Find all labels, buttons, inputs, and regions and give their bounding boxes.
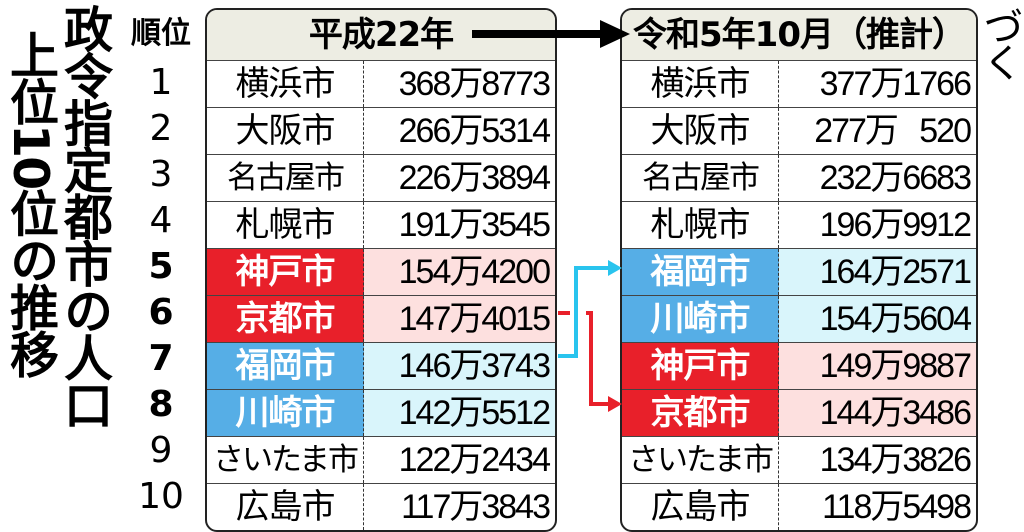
population-value: 154万5604 (779, 296, 976, 342)
table-row: 横浜市 368万8773 (207, 61, 555, 108)
city-name: 大阪市 (207, 108, 364, 154)
table-row: 神戸市 149万9887 (622, 343, 976, 390)
city-name: 横浜市 (622, 61, 779, 107)
population-value: 154万4200 (364, 249, 555, 295)
rank-cell: 4 (149, 200, 173, 241)
table-header: 令和5年10月（推計） (622, 10, 976, 61)
city-name: さいたま市 (622, 437, 779, 483)
header-arrow (472, 20, 630, 48)
table-row: 横浜市 377万1766 (622, 61, 976, 108)
population-value: 191万3545 (398, 206, 551, 244)
table-row: 広島市 118万5498 (622, 484, 976, 530)
table-row: 札幌市 191万3545 (207, 202, 555, 249)
city-name: 大阪市 (622, 108, 779, 154)
rank-cell: 3 (149, 154, 173, 195)
table-row: 福岡市 164万2571 (622, 249, 976, 296)
rank-cell: 5 (148, 246, 174, 287)
population-value: 117万3843 (401, 488, 551, 526)
city-name: 広島市 (207, 484, 364, 530)
population-value: 142万5512 (364, 390, 555, 436)
city-name: 神戸市 (622, 343, 779, 389)
table-row: さいたま市 122万2434 (207, 437, 555, 484)
city-name: 川崎市 (207, 390, 364, 436)
population-value: 144万3486 (779, 390, 976, 436)
table-row: 名古屋市 232万6683 (622, 155, 976, 202)
city-name: 広島市 (622, 484, 779, 530)
population-value: 226万3894 (398, 159, 551, 197)
table-row: 京都市 147万4015 (207, 296, 555, 343)
rank-cell: 9 (149, 430, 173, 471)
falling-arrow (558, 311, 622, 412)
city-name: 札幌市 (207, 202, 364, 248)
table-row: 神戸市 154万4200 (207, 249, 555, 296)
rank-cell: 8 (148, 384, 174, 425)
city-name: 神戸市 (207, 249, 364, 295)
population-value: 232万6683 (819, 159, 972, 197)
table-row: 京都市 144万3486 (622, 390, 976, 437)
table-row: 川崎市 142万5512 (207, 390, 555, 437)
population-value: 266万5314 (398, 112, 551, 150)
city-name: 横浜市 (207, 61, 364, 107)
rank-cell: 6 (148, 292, 174, 333)
table-header: 平成22年 (207, 10, 555, 61)
title-line-2: 上位10位の推移 (2, 30, 59, 377)
rank-cell: 10 (138, 476, 184, 517)
rank-header: 順位 (131, 16, 191, 51)
city-name: 京都市 (207, 296, 364, 342)
city-name: さいたま市 (207, 437, 364, 483)
rank-cell: 7 (148, 338, 174, 379)
population-value: 277万 520 (814, 112, 972, 150)
city-name: 京都市 (622, 390, 779, 436)
population-value: 149万9887 (779, 343, 976, 389)
table-2010: 平成22年 横浜市 368万8773 大阪市 266万5314 名古屋市 226万3894 札… (205, 8, 557, 532)
table-row: 札幌市 196万9912 (622, 202, 976, 249)
rising-arrow (558, 260, 622, 358)
city-name: 川崎市 (622, 296, 779, 342)
table-row: 川崎市 154万5604 (622, 296, 976, 343)
rank-column: 順位 1 2 3 4 5 6 7 8 9 10 (118, 8, 204, 520)
rank-cell: 1 (149, 62, 173, 103)
table-row: 福岡市 146万3743 (207, 343, 555, 390)
population-value: 122万2434 (398, 441, 551, 479)
population-value: 147万4015 (364, 296, 555, 342)
table-row: さいたま市 134万3826 (622, 437, 976, 484)
city-name: 福岡市 (622, 249, 779, 295)
table-row: 名古屋市 226万3894 (207, 155, 555, 202)
table-row: 大阪市 277万 520 (622, 108, 976, 155)
city-name: 福岡市 (207, 343, 364, 389)
population-value: 146万3743 (364, 343, 555, 389)
city-name: 札幌市 (622, 202, 779, 248)
population-value: 134万3826 (819, 441, 972, 479)
rank-cell: 2 (149, 108, 173, 149)
population-value: 368万8773 (398, 65, 551, 103)
title-line-1: 政令指定都市の人口 (56, 4, 113, 427)
population-value: 377万1766 (819, 65, 972, 103)
population-value: 196万9912 (819, 206, 972, 244)
population-value: 118万5498 (822, 488, 972, 526)
table-2023: 令和5年10月（推計） 横浜市 377万1766 大阪市 277万 520 名古屋市 232… (620, 8, 978, 532)
city-name: 名古屋市 (207, 155, 364, 201)
population-value: 164万2571 (779, 249, 976, 295)
table-row: 広島市 117万3843 (207, 484, 555, 530)
city-name: 名古屋市 (622, 155, 779, 201)
table-row: 大阪市 266万5314 (207, 108, 555, 155)
unit-note: ※単位は人。国勢調査などに基づく (976, 6, 1024, 510)
